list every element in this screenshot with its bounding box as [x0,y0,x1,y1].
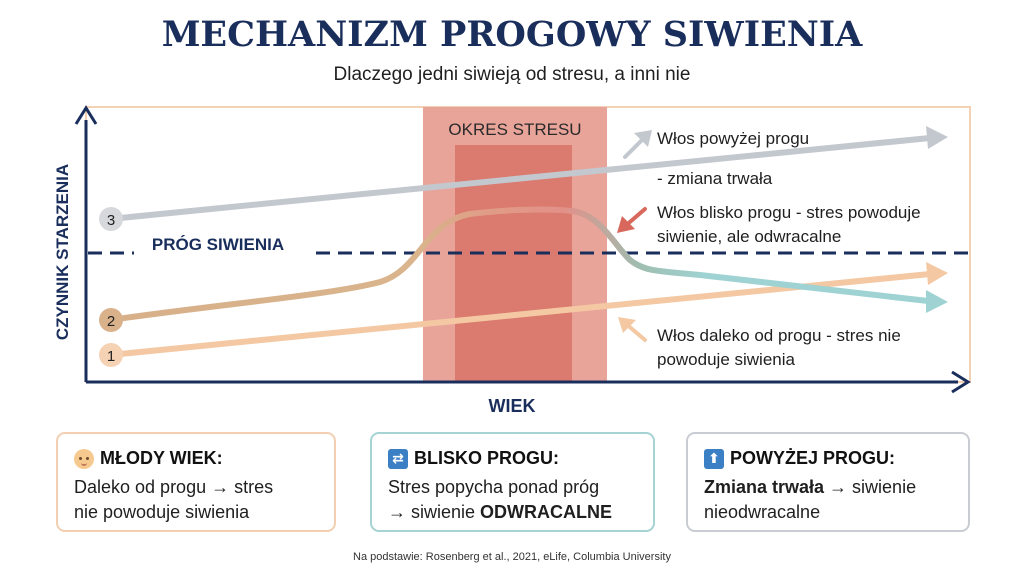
up-arrow-icon: ⬆ [704,448,724,469]
card-above-threshold: ⬆ POWYŻEJ PROGU: Zmiana trwała → siwieni… [686,432,970,532]
card-above-threshold-line2: nieodwracalne [704,502,821,522]
card-above-threshold-line1: Zmiana trwała → siwienie [704,475,952,500]
x-axis-label: WIEK [489,396,536,416]
series-arrowhead-1 [926,262,948,285]
series-marker-3 [99,207,123,231]
x-axis-arrowhead [951,370,971,394]
series-marker-1-label: 1 [107,348,115,365]
card-young-age-line1: Daleko od progu → stres [74,477,274,497]
annotation-arrowhead-2 [617,216,635,233]
card-young-age-line2: nie powoduje siwienia [74,502,250,522]
annotation-3-line1: Włos powyżej progu [657,129,809,148]
stress-period-label: OKRES STRESU [448,120,581,139]
card-near-threshold-body: Stres popycha ponad próg → siwienie ODWR… [388,475,637,525]
card-young-age-title: MŁODY WIEK: [100,448,223,468]
annotation-3-line2: - zmiana trwała [657,169,773,188]
source-footer: Na podstawie: Rosenberg et al., 2021, eL… [353,551,671,563]
card-near-threshold-line2-prefix: → siwienie [388,502,481,522]
card-young-age: MŁODY WIEK: Daleko od progu → stres nie … [56,432,336,532]
card-near-threshold: ⇄ BLISKO PROGU: Stres popycha ponad próg… [370,432,655,532]
card-near-threshold-header: ⇄ BLISKO PROGU: [388,448,637,469]
card-young-age-header: MŁODY WIEK: [74,448,318,469]
card-above-threshold-line1-rest: → siwienie [824,477,917,497]
series-marker-1 [99,343,123,367]
annotation-arrowhead-3 [634,130,652,147]
card-near-threshold-line1: Stres popycha ponad próg [388,477,600,497]
annotation-2-line1: Włos blisko progu - stres powoduje [657,203,921,222]
card-above-threshold-line1-bold: Zmiana trwała [704,477,825,497]
series-arrowhead-3 [926,126,948,149]
threshold-diagram: OKRES STRESU PRÓG SIWIENIA 3 2 1 Włos po… [53,105,971,416]
threshold-label: PRÓG SIWIENIA [152,235,284,254]
card-above-threshold-body: Zmiana trwała → siwienie nieodwracalne [704,475,952,525]
card-above-threshold-title: POWYŻEJ PROGU: [730,448,896,468]
page-subtitle: Dlaczego jedni siwieją od stresu, a inni… [333,64,691,85]
series-marker-2-label: 2 [107,313,115,330]
annotation-2-line2: siwienie, ale odwracalne [657,227,841,246]
card-near-threshold-title: BLISKO PROGU: [414,448,560,468]
annotation-1-line1: Włos daleko od progu - stres nie [657,326,901,345]
series-arrowhead-2 [926,290,948,313]
series-line-2 [107,206,931,323]
annotation-1-line2: powoduje siwienia [657,350,796,369]
baby-icon [74,448,94,469]
page-title: MECHANIZM PROGOWY SIWIENIA [161,14,863,55]
card-young-age-body: Daleko od progu → stres nie powoduje siw… [74,475,318,525]
annotation-arrowhead-1 [618,317,636,333]
card-above-threshold-header: ⬆ POWYŻEJ PROGU: [704,448,952,469]
series-marker-2 [99,308,123,332]
y-axis-label: CZYNNIK STARZENIA [53,164,72,340]
series-line-3 [117,135,933,221]
card-near-threshold-line2-bold: ODWRACALNE [480,502,613,522]
repeat-icon: ⇄ [388,448,408,469]
series-marker-3-label: 3 [107,212,115,229]
y-axis-arrowhead [74,105,98,125]
card-near-threshold-line2: → siwienie ODWRACALNE [388,500,637,525]
